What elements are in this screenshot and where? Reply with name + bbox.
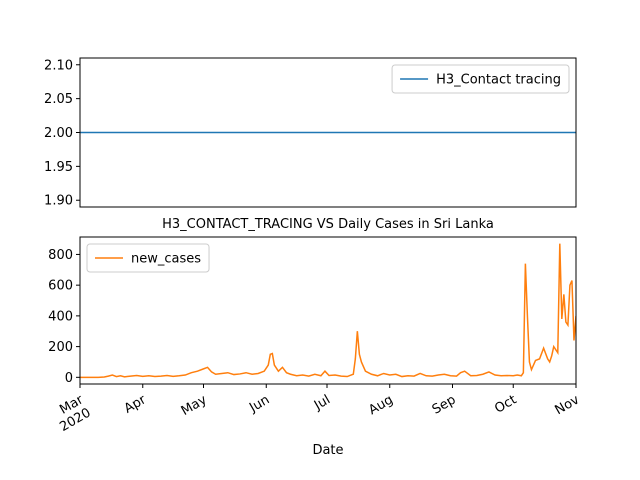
x-tick-label: Sep (430, 392, 459, 417)
y-tick-label: 400 (48, 309, 73, 324)
x-tick-label: May (179, 392, 210, 419)
y-tick-label: 1.90 (44, 194, 73, 209)
chart-title: H3_CONTACT_TRACING VS Daily Cases in Sri… (162, 217, 494, 232)
axes-frame (79, 236, 577, 385)
x-axis-label: Date (312, 443, 343, 458)
x-tick-label: Mar2020 (50, 392, 94, 435)
x-tick-label: Oct (492, 392, 519, 416)
y-tick-label: 2.10 (44, 58, 73, 73)
legend: H3_Contact tracing (391, 64, 570, 94)
x-tick-label: Jun (246, 392, 272, 416)
x-tick-label: Apr (122, 392, 150, 417)
y-tick-label: 0 (65, 371, 73, 386)
y-tick-label: 1.95 (44, 160, 73, 175)
x-tick-label: Jul (311, 392, 333, 413)
y-tick-label: 800 (48, 248, 73, 263)
y-tick-label: 200 (48, 340, 73, 355)
x-tick-label: Nov (553, 392, 583, 418)
y-tick-label: 2.05 (44, 92, 73, 107)
series-line (80, 243, 576, 379)
legend-label: new_cases (131, 252, 201, 267)
axes-frame (79, 57, 577, 208)
legend-box (391, 64, 570, 94)
y-tick-label: 2.00 (44, 126, 73, 141)
legend: new_cases (86, 243, 210, 273)
y-tick-label: 600 (48, 279, 73, 294)
x-tick-label: Aug (366, 392, 395, 418)
legend-box (86, 243, 210, 273)
legend-label: H3_Contact tracing (436, 73, 561, 88)
